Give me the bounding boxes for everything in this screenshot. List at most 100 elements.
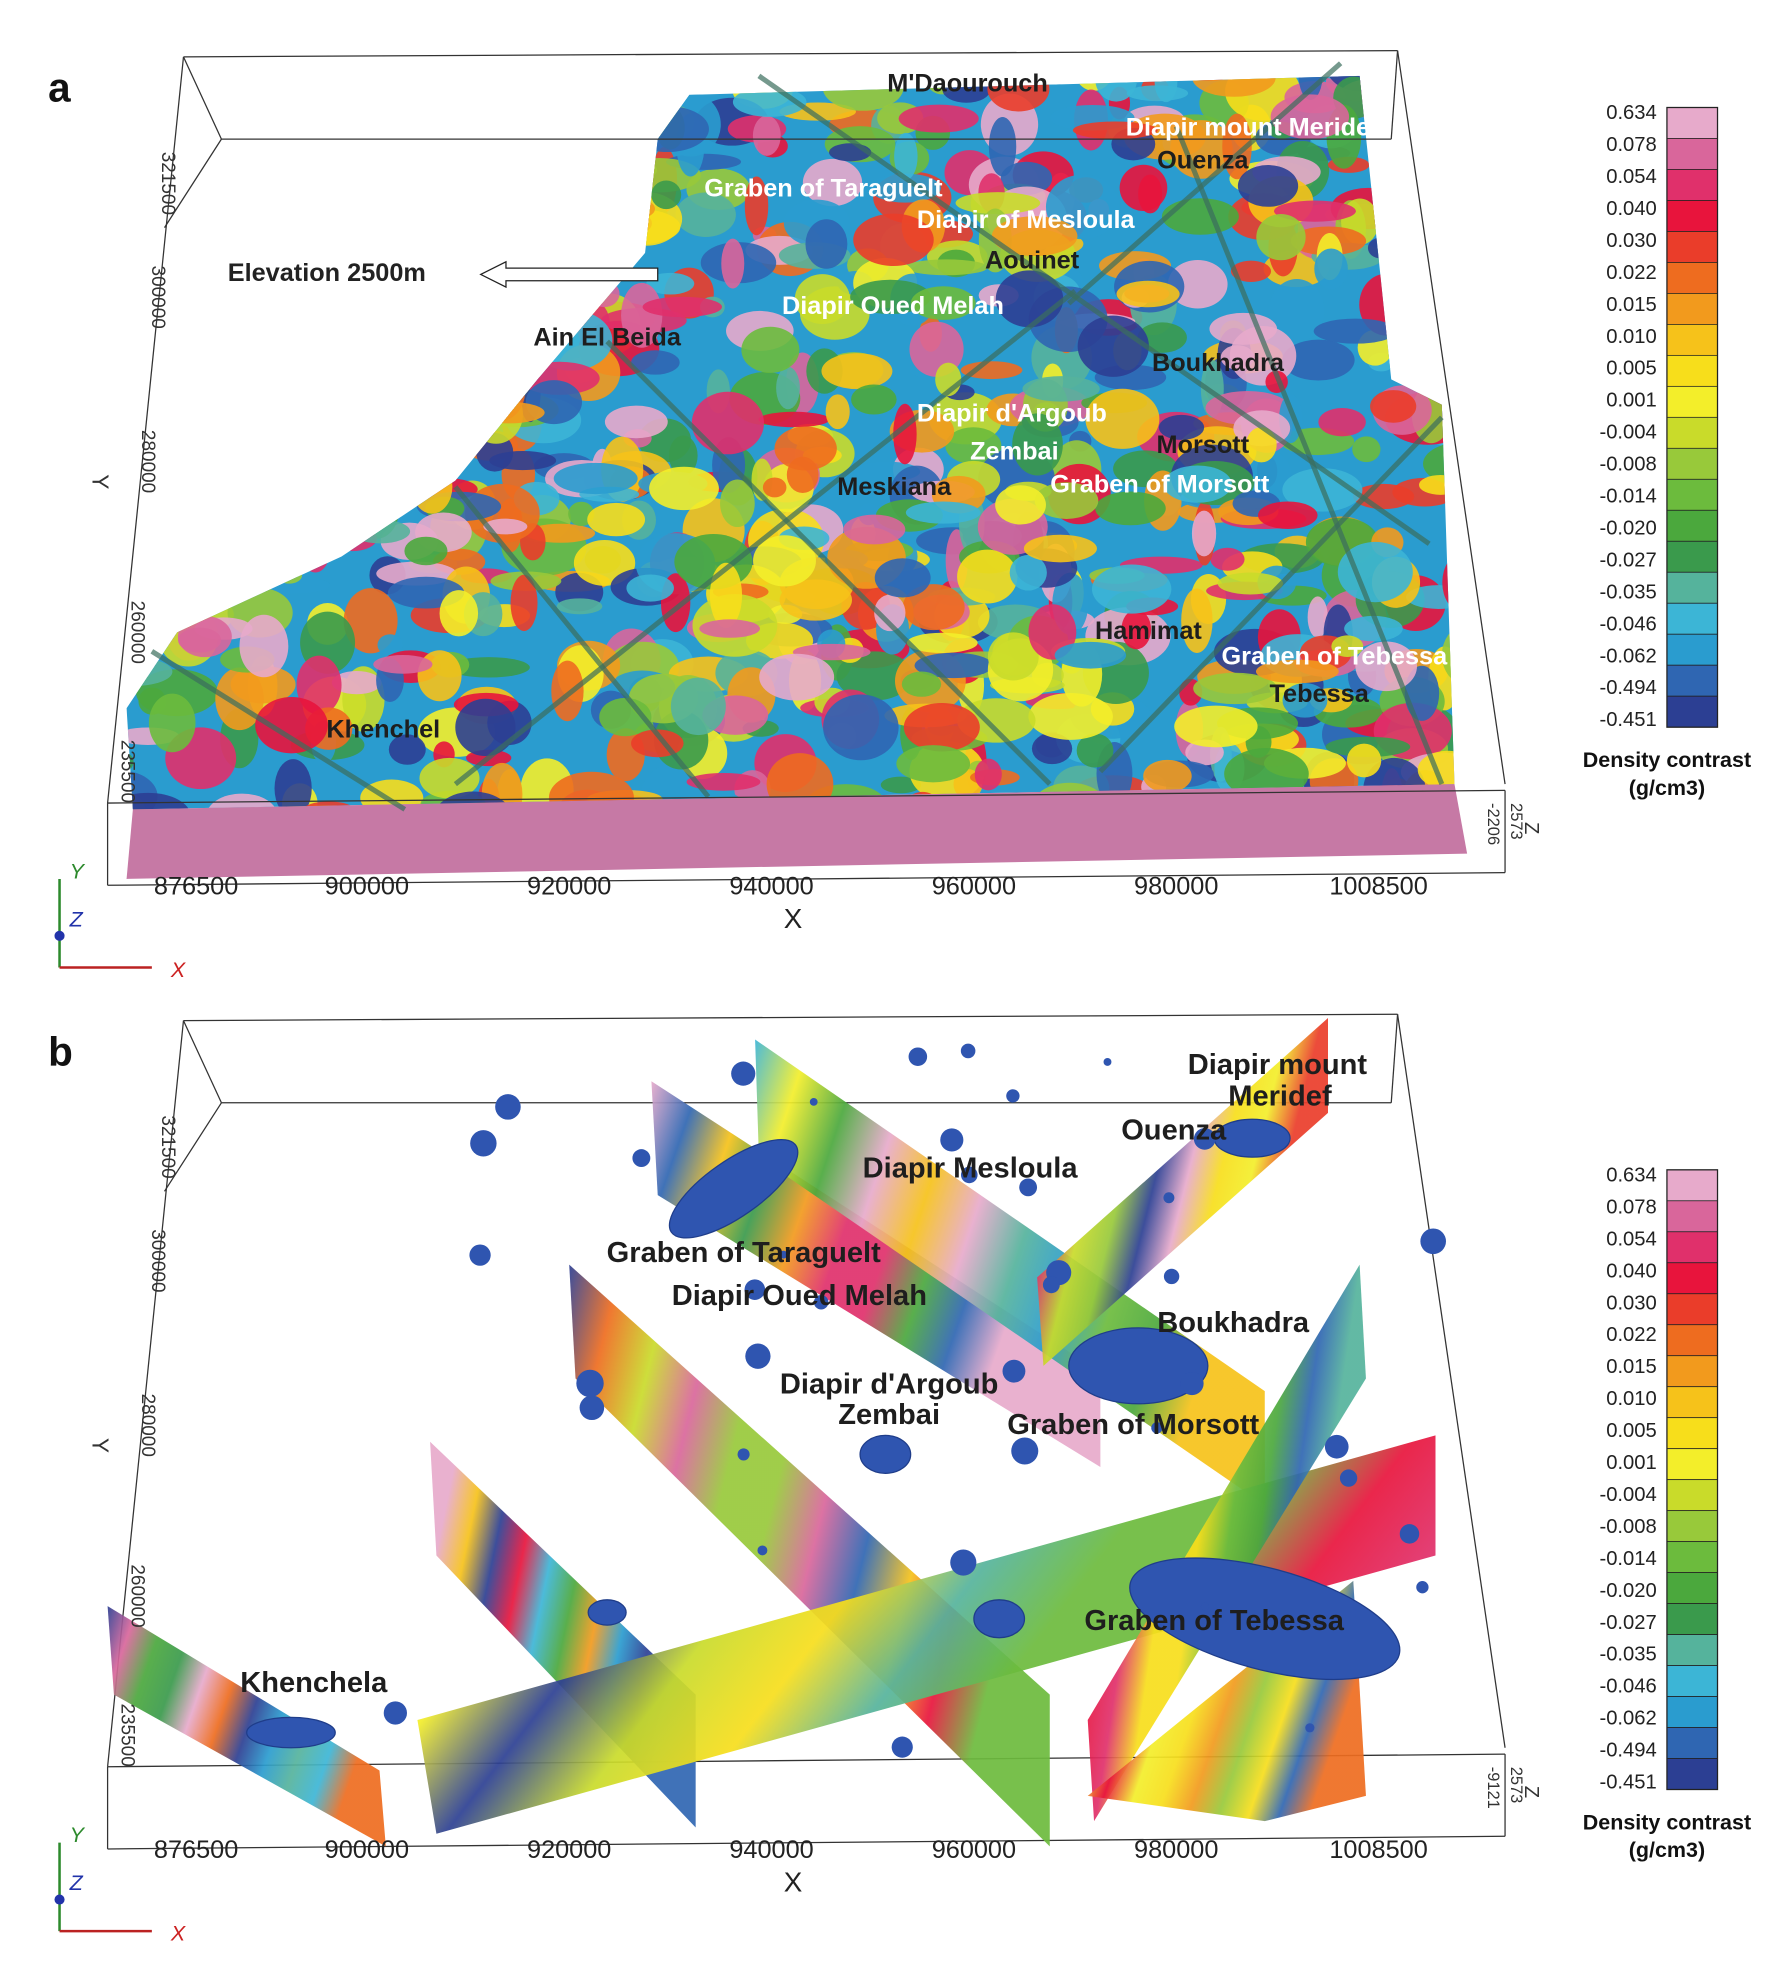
anomaly xyxy=(182,245,227,284)
anomaly xyxy=(411,459,453,514)
colorbar-label: 0.040 xyxy=(1606,1260,1657,1282)
anomaly xyxy=(649,466,719,511)
x-tick-label: 900000 xyxy=(325,872,409,900)
colorbar-swatch xyxy=(1666,1634,1718,1666)
anomaly xyxy=(1344,615,1403,642)
anomaly xyxy=(1417,750,1455,789)
place-label: Ouenza xyxy=(1157,147,1249,175)
anomaly xyxy=(126,288,147,311)
anomaly xyxy=(957,549,1018,604)
anomaly xyxy=(160,205,234,271)
anomaly xyxy=(1119,164,1168,212)
anomaly xyxy=(126,792,191,810)
isosurface xyxy=(469,1244,491,1266)
place-label: Diapir mount xyxy=(1188,1049,1368,1081)
colorbar-swatch xyxy=(1666,354,1718,387)
x-tick-label: 980000 xyxy=(1134,872,1218,900)
anomaly xyxy=(409,166,475,233)
box-edge xyxy=(1396,1014,1506,1748)
colorbar-swatch xyxy=(1666,107,1718,139)
anomaly xyxy=(126,504,134,558)
anomaly xyxy=(176,522,208,583)
anomaly xyxy=(1425,135,1455,182)
map-side xyxy=(126,784,1468,879)
anomaly xyxy=(544,209,607,230)
anomaly xyxy=(298,334,330,382)
anomaly xyxy=(291,220,367,257)
triad-label: Y xyxy=(70,859,86,883)
anomaly xyxy=(1174,705,1258,748)
anomaly xyxy=(1416,113,1438,150)
anomaly xyxy=(291,75,350,99)
anomaly xyxy=(1140,75,1205,81)
anomaly xyxy=(1143,759,1192,793)
anomaly xyxy=(691,391,764,455)
anomaly xyxy=(1441,625,1455,685)
anomaly xyxy=(642,296,722,318)
colorbar-label: -0.004 xyxy=(1599,422,1656,444)
x-title: X xyxy=(784,1867,803,1898)
anomaly xyxy=(1400,156,1455,204)
triad-label: Z xyxy=(69,907,84,931)
anomaly xyxy=(500,105,526,154)
anomaly xyxy=(1282,683,1328,718)
place-label: Graben of Taraguelt xyxy=(607,1237,881,1269)
isosurface xyxy=(960,1166,978,1184)
place-label: Diapir Oued Melah xyxy=(672,1280,927,1312)
density-slice xyxy=(569,1264,1050,1847)
colorbar-frame xyxy=(1666,106,1719,728)
isosurface xyxy=(973,1599,1026,1639)
anomaly xyxy=(851,384,897,415)
colorbar-label: 0.001 xyxy=(1606,390,1657,412)
anomaly xyxy=(239,614,289,678)
colorbar-label: -0.014 xyxy=(1599,1548,1656,1570)
box-edge xyxy=(182,1020,222,1104)
colorbar-label: 0.005 xyxy=(1606,1420,1657,1442)
anomaly xyxy=(597,209,681,245)
anomaly xyxy=(905,501,981,524)
x-tick-label: 960000 xyxy=(932,872,1016,900)
slice-trace xyxy=(605,339,1052,786)
anomaly xyxy=(1337,541,1413,603)
isosurface xyxy=(745,1343,771,1369)
x-tick-label: 1008500 xyxy=(1329,872,1427,900)
anomaly xyxy=(267,450,325,499)
colorbar-swatch xyxy=(1666,1572,1718,1604)
anomaly xyxy=(880,776,922,794)
anomaly xyxy=(351,356,392,373)
slice-trace xyxy=(1173,125,1445,786)
colorbar-swatch xyxy=(1666,447,1718,480)
anomaly xyxy=(496,168,573,220)
anomaly xyxy=(621,282,663,348)
y-tick-label: 280000 xyxy=(137,430,158,493)
anomaly xyxy=(533,161,590,198)
anomaly xyxy=(444,357,515,376)
anomaly xyxy=(1442,552,1455,613)
anomaly xyxy=(1161,198,1239,235)
y-title: Y xyxy=(88,1438,114,1453)
isosurface xyxy=(757,1545,768,1556)
anomaly xyxy=(1386,210,1444,227)
anomaly xyxy=(1406,195,1452,235)
anomaly xyxy=(473,401,545,424)
anomaly xyxy=(675,192,736,237)
anomaly xyxy=(874,558,931,598)
panel-tag: a xyxy=(48,65,71,111)
anomaly xyxy=(1031,733,1073,765)
anomaly xyxy=(1274,200,1356,222)
x-tick-label: 940000 xyxy=(729,1836,813,1864)
anomaly xyxy=(214,525,262,564)
isosurface xyxy=(632,1149,651,1168)
anomaly xyxy=(510,574,538,632)
anomaly xyxy=(489,451,557,471)
triad-label: Y xyxy=(70,1823,86,1847)
anomaly xyxy=(525,196,585,245)
anomaly xyxy=(960,361,1023,380)
anomaly xyxy=(1282,339,1355,381)
anomaly xyxy=(314,429,388,446)
anomaly xyxy=(126,85,182,135)
anomaly xyxy=(231,75,257,118)
anomaly xyxy=(351,457,379,474)
anomaly xyxy=(126,271,142,294)
